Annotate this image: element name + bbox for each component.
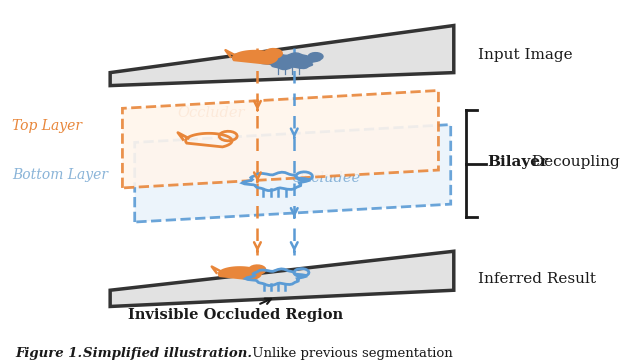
Polygon shape <box>110 251 454 306</box>
Polygon shape <box>233 51 277 64</box>
Polygon shape <box>110 26 454 86</box>
Polygon shape <box>122 90 438 188</box>
Polygon shape <box>260 53 320 69</box>
Text: Unlike previous segmentation: Unlike previous segmentation <box>248 347 453 360</box>
Text: Simplified illustration.: Simplified illustration. <box>83 347 252 360</box>
Text: Occluder: Occluder <box>178 106 245 120</box>
Text: Bottom Layer: Bottom Layer <box>12 168 108 182</box>
Text: Decoupling: Decoupling <box>527 155 620 169</box>
Polygon shape <box>134 125 451 222</box>
Text: Top Layer: Top Layer <box>12 119 82 133</box>
Text: Invisible Occluded Region: Invisible Occluded Region <box>129 298 344 322</box>
Text: Inferred Result: Inferred Result <box>478 272 596 286</box>
Text: Input Image: Input Image <box>478 48 573 62</box>
Text: Occludee: Occludee <box>291 171 360 185</box>
Text: Figure 1.: Figure 1. <box>15 347 82 360</box>
Polygon shape <box>265 49 282 58</box>
Polygon shape <box>219 267 260 279</box>
Polygon shape <box>308 53 323 60</box>
Polygon shape <box>249 265 266 274</box>
Text: Bilayer: Bilayer <box>488 155 548 169</box>
